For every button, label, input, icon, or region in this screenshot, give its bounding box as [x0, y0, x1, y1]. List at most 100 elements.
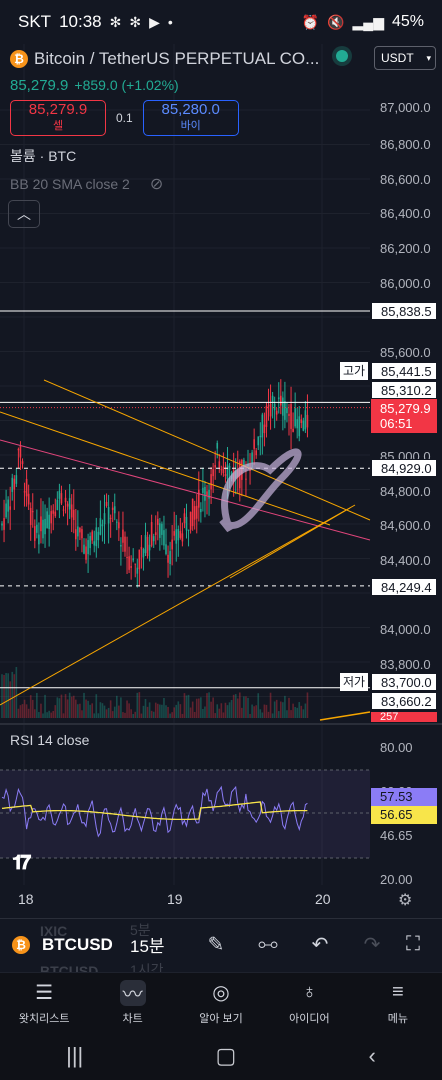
sell-label: 셀	[52, 120, 64, 132]
current-price: 85,279.9	[380, 401, 431, 416]
nav-explore[interactable]: ◎ 알아 보기	[177, 973, 265, 1032]
candle-body	[271, 395, 274, 403]
candle-body	[136, 567, 139, 574]
candle-body	[163, 530, 165, 546]
volume-bar	[56, 697, 59, 718]
candle-body	[169, 551, 171, 565]
volume-bar	[185, 695, 188, 718]
volume-bar	[64, 694, 67, 718]
nav-chart[interactable]: 〰 차트	[88, 973, 176, 1032]
volume-bar	[146, 706, 149, 718]
buy-button[interactable]: 85,280.0 바이	[142, 100, 239, 136]
candle-body	[198, 489, 200, 508]
candle-body	[218, 461, 221, 468]
fullscreen-icon[interactable]: ⛶	[406, 933, 420, 955]
volume-bar	[239, 692, 241, 718]
redo-icon[interactable]: ↷	[363, 934, 381, 956]
chevron-down-icon: ▾	[426, 52, 431, 63]
candle-body	[19, 446, 22, 458]
volume-bar	[271, 713, 274, 718]
candle-body	[191, 498, 194, 527]
candle-body	[298, 416, 301, 437]
price-chart[interactable]	[0, 0, 442, 918]
candle-body	[23, 491, 26, 493]
candle-body	[62, 509, 65, 511]
symbol-title[interactable]: Bitcoin / TetherUS PERPETUAL CO...	[34, 49, 320, 68]
volume-bar	[251, 704, 253, 718]
volume-bar	[107, 707, 110, 718]
undo-icon[interactable]: ↶	[311, 934, 329, 956]
interval-selector[interactable]: 5분 15분 1시간	[130, 922, 190, 978]
bar-countdown: 06:51	[380, 416, 413, 431]
volume-tag: 257	[371, 712, 437, 722]
candle-body	[15, 475, 18, 484]
candle-body	[159, 523, 161, 538]
rsi-indicator-label[interactable]: RSI 14 close	[10, 732, 90, 748]
volume-bar	[62, 713, 65, 718]
chart-settings-icon[interactable]: ⚙	[398, 892, 413, 909]
collapse-legend-button[interactable]: ︿	[8, 200, 40, 228]
price-axis-label: 86,200.0	[380, 241, 431, 256]
volume-bar	[228, 702, 231, 718]
volume-indicator-label[interactable]: 볼륨 · BTC	[10, 148, 77, 164]
back-icon[interactable]: ‹	[368, 1043, 376, 1068]
clock: 10:38	[59, 12, 102, 31]
indicators-sliders-icon[interactable]: ⧟	[258, 933, 278, 955]
symbol-selector[interactable]: IXIC ₿ BTCUSD BTCUSD	[0, 923, 130, 979]
rsi-axis-label: 46.65	[380, 828, 413, 843]
volume-bar	[7, 673, 9, 718]
home-icon[interactable]: ▢	[215, 1043, 237, 1068]
candle-body	[294, 408, 296, 427]
candle-body	[280, 395, 282, 406]
candle-body	[72, 509, 75, 521]
volume-bar	[31, 699, 34, 718]
rsi-axis-label: 20.00	[380, 872, 413, 887]
candle-body	[132, 558, 134, 561]
horizontal-line-tag[interactable]: 83,660.2	[371, 692, 437, 710]
candle-body	[249, 470, 251, 472]
currency-select[interactable]: USDT ▾	[374, 46, 436, 70]
volume-bar	[243, 696, 245, 718]
candle-body	[97, 531, 100, 541]
bb-indicator[interactable]: BB 20 SMA close 2 ⊘	[10, 174, 163, 194]
nav-ideas[interactable]: ♁ 아이디어	[289, 981, 330, 1025]
candle-body	[206, 491, 208, 496]
horizontal-line-tag[interactable]: 84,249.4	[371, 578, 437, 596]
volume-bar	[81, 710, 83, 718]
rsi-axis-label: 80.00	[380, 740, 413, 755]
candle-body	[124, 536, 126, 552]
volume-bar	[204, 706, 206, 718]
volume-bar	[27, 708, 30, 718]
price-axis-label: 84,400.0	[380, 553, 431, 568]
menu-icon: ≡	[391, 981, 404, 1003]
volume-bar	[220, 703, 223, 718]
volume-bar	[255, 705, 257, 718]
nav-watchlist[interactable]: ☰ 왓치리스트	[0, 973, 88, 1032]
candle-body	[109, 517, 112, 519]
volume-bar	[150, 710, 153, 718]
horizontal-line-tag[interactable]: 85,310.2	[371, 381, 437, 399]
horizontal-line-tag[interactable]: 85,838.5	[371, 302, 437, 320]
nav-menu[interactable]: ≡ 메뉴	[354, 973, 442, 1032]
candle-body	[9, 506, 11, 510]
volume-bar	[241, 707, 243, 718]
recents-icon[interactable]: |||	[66, 1043, 84, 1068]
volume-bar	[210, 701, 212, 718]
eye-off-icon[interactable]: ⊘	[149, 176, 164, 193]
volume-bar	[306, 692, 309, 718]
candle-body	[138, 549, 141, 570]
volume-bar	[154, 702, 157, 718]
draw-pencil-icon[interactable]: ✎	[207, 934, 225, 956]
volume-bar	[218, 708, 221, 718]
candle-body	[148, 544, 151, 551]
candle-body	[107, 507, 110, 524]
volume-bar	[21, 704, 24, 718]
horizontal-line-tag[interactable]: 84,929.0	[371, 459, 437, 477]
candle-body	[259, 435, 262, 438]
candle-body	[87, 540, 89, 555]
candle-body	[27, 493, 30, 505]
sell-button[interactable]: 85,279.9 셀	[10, 100, 106, 136]
volume-bar	[140, 713, 143, 718]
candle-body	[48, 514, 50, 530]
volume-bar	[25, 704, 28, 718]
